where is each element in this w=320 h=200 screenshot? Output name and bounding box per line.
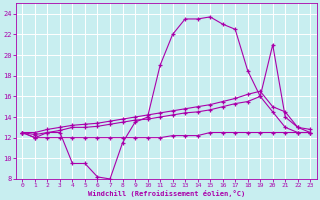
X-axis label: Windchill (Refroidissement éolien,°C): Windchill (Refroidissement éolien,°C) <box>88 190 245 197</box>
